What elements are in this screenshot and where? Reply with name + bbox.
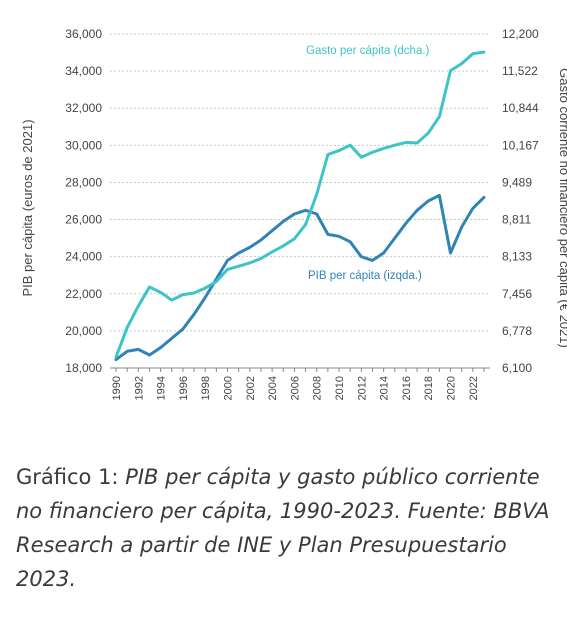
left-tick-label: 24,000 [65, 250, 102, 264]
x-tick-label: 2020 [446, 376, 458, 400]
x-tick-label: 2004 [267, 376, 279, 400]
x-tick-label: 1998 [200, 376, 212, 400]
left-tick-label: 34,000 [65, 64, 102, 78]
left-tick-label: 18,000 [65, 361, 102, 375]
right-tick-label: 10,167 [502, 138, 539, 152]
right-axis-ticks: 6,100 6,778 7,456 8,133 8,811 9,489 10,167 10,8… [502, 27, 539, 375]
x-tick-label: 2022 [468, 376, 480, 400]
right-axis-title: Gasto corriente no financiero per cápita… [557, 68, 567, 348]
right-tick-label: 7,456 [502, 287, 532, 301]
x-tick-label: 1996 [178, 376, 190, 400]
gridlines [110, 33, 490, 369]
caption-body: PIB per cápita y gasto público corriente… [16, 465, 550, 591]
x-tick-label: 2000 [223, 376, 235, 400]
series-line-gasto [114, 50, 486, 359]
series-line-pib [114, 193, 486, 362]
left-tick-label: 20,000 [65, 324, 102, 338]
left-axis-ticks: 18,000 20,000 22,000 24,000 26,000 28,000 30,0… [65, 27, 102, 375]
right-tick-label: 12,200 [502, 27, 539, 41]
x-axis-ticks: 1990 1992 1994 1996 1998 2000 2002 2004 2006 2008… [111, 368, 485, 400]
right-tick-label: 8,811 [502, 213, 531, 227]
x-tick-label: 2014 [379, 376, 391, 400]
left-tick-label: 30,000 [65, 138, 102, 152]
left-tick-label: 26,000 [65, 213, 102, 227]
left-tick-label: 28,000 [65, 175, 102, 189]
x-tick-label: 2006 [289, 376, 301, 400]
left-tick-label: 32,000 [65, 101, 102, 115]
x-tick-label: 2008 [312, 376, 324, 400]
x-tick-label: 2016 [401, 376, 413, 400]
x-tick-label: 1994 [156, 376, 168, 400]
x-tick-label: 1990 [111, 376, 123, 400]
series-label-gasto: Gasto per cápita (dcha.) [306, 45, 430, 57]
right-tick-label: 6,100 [502, 361, 532, 375]
right-tick-label: 10,844 [502, 101, 539, 115]
series-lines [114, 50, 486, 362]
right-tick-label: 11,522 [502, 64, 538, 78]
x-tick-label: 2010 [334, 376, 346, 400]
caption-lead: Gráfico 1: [16, 465, 126, 489]
right-tick-label: 8,133 [502, 250, 532, 264]
right-tick-label: 6,778 [502, 324, 532, 338]
series-label-pib: PIB per cápita (izqda.) [308, 270, 422, 282]
x-tick-label: 2018 [423, 376, 435, 400]
x-tick-label: 2002 [245, 376, 257, 400]
x-tick-label: 2012 [356, 376, 368, 400]
right-tick-label: 9,489 [502, 175, 532, 189]
line-chart: 18,000 20,000 22,000 24,000 26,000 28,000 30,0… [20, 27, 567, 400]
left-axis-title: PIB per cápita (euros de 2021) [20, 119, 35, 296]
left-tick-label: 22,000 [65, 287, 102, 301]
x-tick-label: 1992 [133, 376, 145, 400]
figure-caption: Gráfico 1: PIB per cápita y gasto públic… [16, 460, 556, 596]
left-tick-label: 36,000 [65, 27, 102, 41]
